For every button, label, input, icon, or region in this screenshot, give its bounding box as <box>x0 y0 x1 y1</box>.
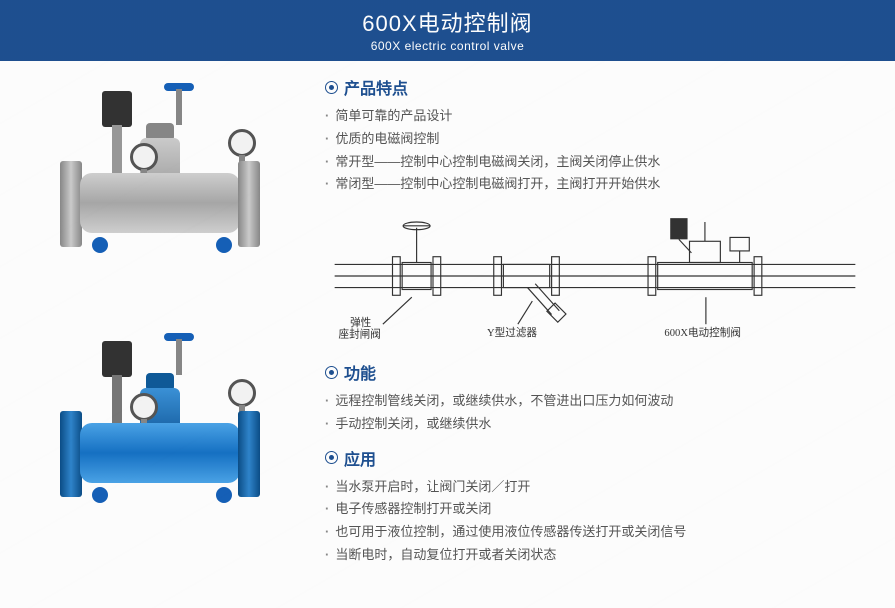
pilot-valve-icon <box>216 487 232 503</box>
list-item: 也可用于液位控制，通过使用液位传感器传送打开或关闭信号 <box>325 521 865 544</box>
list-item: 常开型——控制中心控制电磁阀关闭，主阀关闭停止供水 <box>325 151 865 174</box>
pilot-valve-icon <box>216 237 232 253</box>
pressure-gauge-icon <box>228 379 256 407</box>
list-item: 远程控制管线关闭，或继续供水，不管进出口压力如何波动 <box>325 390 865 413</box>
function-heading-text: 功能 <box>344 360 376 384</box>
pilot-valve-icon <box>92 487 108 503</box>
section-bullet-icon <box>325 366 338 379</box>
page-title-en: 600X electric control valve <box>0 39 895 53</box>
list-item: 优质的电磁阀控制 <box>325 128 865 151</box>
flange-right <box>238 411 260 497</box>
text-column: 产品特点 简单可靠的产品设计 优质的电磁阀控制 常开型——控制中心控制电磁阀关闭… <box>315 75 865 577</box>
function-list: 远程控制管线关闭，或继续供水，不管进出口压力如何波动 手动控制关闭，或继续供水 <box>325 390 865 436</box>
features-heading: 产品特点 <box>325 75 865 99</box>
solenoid-icon <box>102 341 132 377</box>
handwheel-stem <box>176 89 182 125</box>
product-photo-blue <box>30 333 290 523</box>
flange-right <box>238 161 260 247</box>
schematic-label-strainer: Y型过滤器 <box>487 326 537 339</box>
pressure-gauge-icon <box>130 143 158 171</box>
schematic-label-valve: 600X电动控制阀 <box>664 326 741 339</box>
pressure-gauge-icon <box>130 393 158 421</box>
list-item: 当断电时，自动复位打开或者关闭状态 <box>325 544 865 567</box>
features-heading-text: 产品特点 <box>344 75 408 99</box>
list-item: 简单可靠的产品设计 <box>325 105 865 128</box>
features-list: 简单可靠的产品设计 优质的电磁阀控制 常开型——控制中心控制电磁阀关闭，主阀关闭… <box>325 105 865 196</box>
list-item: 手动控制关闭，或继续供水 <box>325 413 865 436</box>
page-title-cn: 600X电动控制阀 <box>0 6 895 38</box>
section-bullet-icon <box>325 451 338 464</box>
product-photo-steel <box>30 83 290 273</box>
list-item: 电子传感器控制打开或关闭 <box>325 498 865 521</box>
list-item: 当水泵开启时，让阀门关闭／打开 <box>325 476 865 499</box>
solenoid-icon <box>102 91 132 127</box>
list-item: 常闭型——控制中心控制电磁阀打开，主阀打开开始供水 <box>325 173 865 196</box>
installation-schematic: 弹性 座封闸阀 Y型过滤器 600X电动控制阀 <box>325 206 865 346</box>
photo-column <box>30 75 315 577</box>
application-list: 当水泵开启时，让阀门关闭／打开 电子传感器控制打开或关闭 也可用于液位控制，通过… <box>325 476 865 567</box>
valve-body-steel <box>80 173 240 233</box>
valve-body-blue <box>80 423 240 483</box>
solenoid-stem <box>112 125 122 173</box>
handwheel-stem <box>176 339 182 375</box>
pressure-gauge-icon <box>228 129 256 157</box>
flange-left <box>60 161 82 247</box>
application-heading: 应用 <box>325 446 865 470</box>
svg-text:座封闸阀: 座封闸阀 <box>339 328 381 341</box>
title-banner: 600X电动控制阀 600X electric control valve <box>0 0 895 61</box>
content-area: 产品特点 简单可靠的产品设计 优质的电磁阀控制 常开型——控制中心控制电磁阀关闭… <box>0 61 895 577</box>
solenoid-stem <box>112 375 122 423</box>
section-bullet-icon <box>325 81 338 94</box>
schematic-label-seal: 弹性 <box>350 316 372 329</box>
application-heading-text: 应用 <box>344 446 376 470</box>
function-heading: 功能 <box>325 360 865 384</box>
flange-left <box>60 411 82 497</box>
pilot-valve-icon <box>92 237 108 253</box>
